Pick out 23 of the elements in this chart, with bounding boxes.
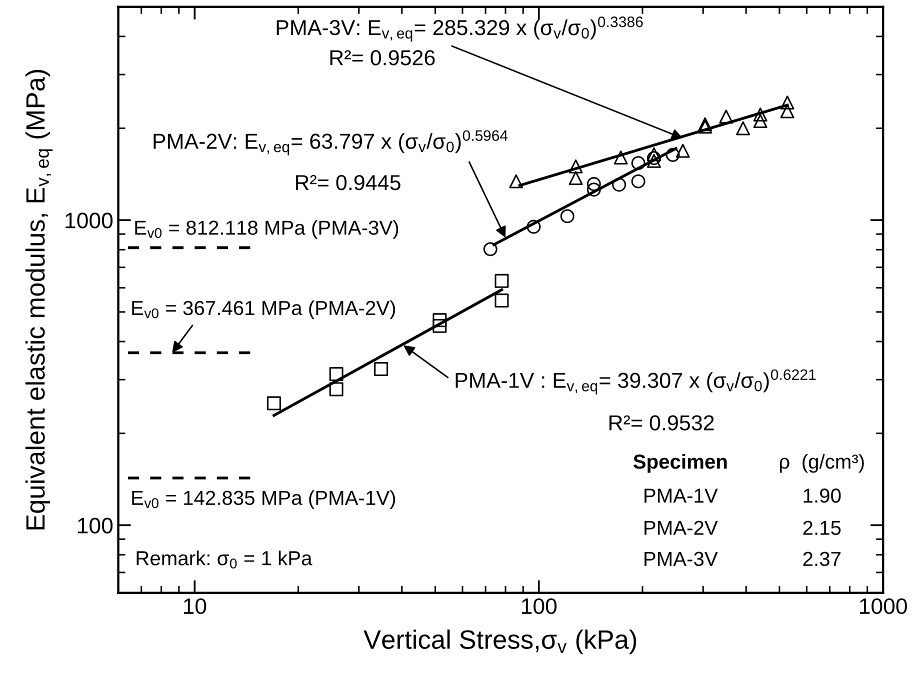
annotation: PMA-2V <box>644 520 718 535</box>
annotation: R²= 0.9526 <box>330 50 435 66</box>
annotation: PMA-1V : E$_{v,eq}$= 39.307 x (σ$_{v}$/σ$_{0}$)$^{0.6221}$ <box>456 369 816 394</box>
annotation: 2.37 <box>803 552 840 566</box>
annotation: Remark: σ$_{0}$ = 1 kPa <box>136 550 312 568</box>
annotation: Specimen <box>633 454 727 473</box>
x-tick-label: 1000 <box>860 598 907 614</box>
annotation: PMA-3V <box>644 552 718 566</box>
annotation: PMA-3V: E$_{v,eq}$= 285.329 x (σ$_{v}$/σ$_{0}$)$^{0.3386}$ <box>276 16 643 42</box>
annotation: R²= 0.9445 <box>296 174 400 190</box>
annotation: ρ (g/cm³) <box>780 454 864 473</box>
x-tick-label: 10 <box>184 598 206 614</box>
annotation: 1.90 <box>804 488 841 503</box>
annotation: PMA-1V <box>644 488 718 503</box>
annotation: E$_{v0}$ = 142.835 MPa (PMA-1V) <box>132 490 396 510</box>
annotation: 2.15 <box>803 520 841 535</box>
y-axis-title: Equivalent elastic modulus, E$_{v,eq}$ (MPa) <box>25 70 53 530</box>
x-axis-title: Vertical Stress,σ$_{v}$ (kPa) <box>364 630 636 654</box>
annotation: E$_{v0}$ = 812.118 MPa (PMA-3V) <box>135 220 398 239</box>
x-tick-label: 100 <box>522 598 557 614</box>
annotation: PMA-2V: E$_{v,eq}$= 63.797 x (σ$_{v}$/σ$_{0}$)$^{0.5964}$ <box>154 130 508 156</box>
annotation: E$_{v0}$ = 367.461 MPa (PMA-2V) <box>132 300 396 320</box>
annotation: R²= 0.9532 <box>610 415 714 430</box>
